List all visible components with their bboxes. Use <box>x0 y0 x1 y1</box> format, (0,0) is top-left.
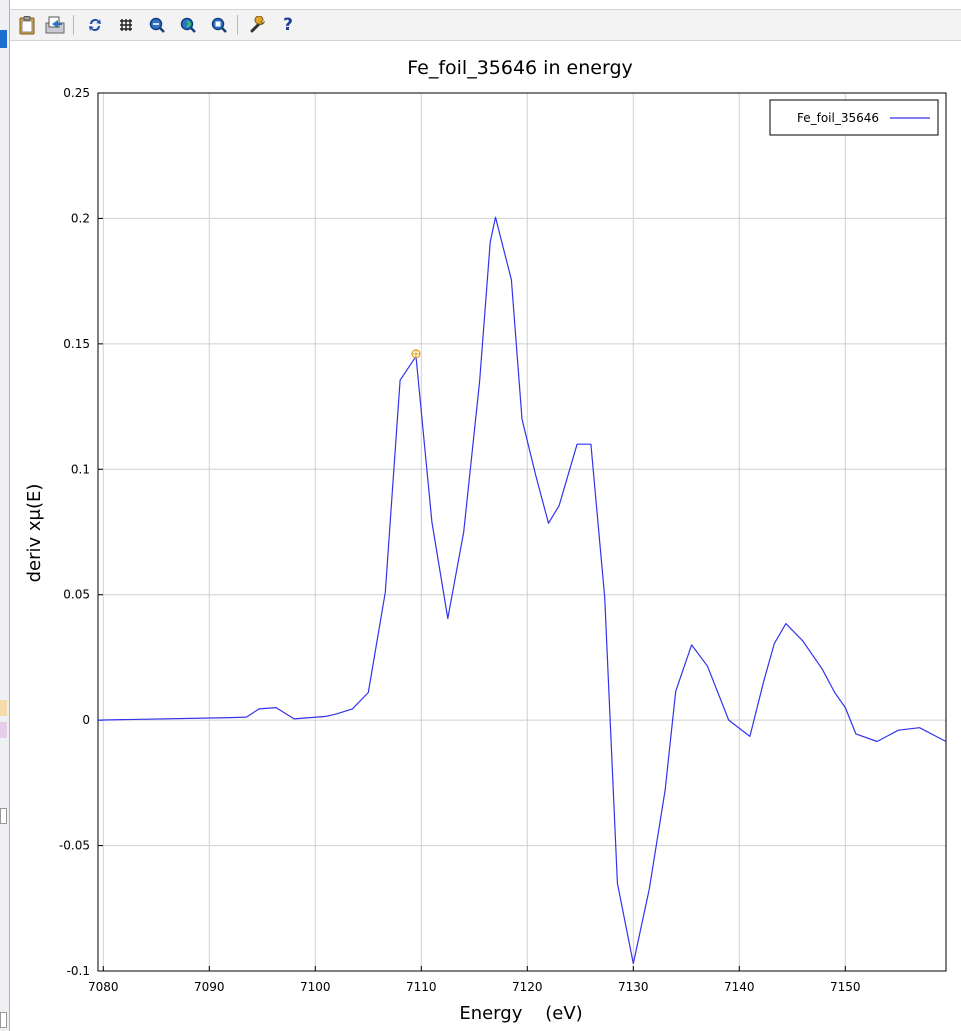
refresh-icon <box>89 19 101 32</box>
panel-dropdown-edge[interactable] <box>0 808 7 824</box>
x-tick-label: 7140 <box>724 980 755 994</box>
x-tick-label: 7100 <box>300 980 331 994</box>
zoom-reset-icon <box>211 17 227 33</box>
zoom-out-button[interactable] <box>176 13 200 37</box>
y-tick-label: 0.1 <box>71 462 90 476</box>
y-tick-label: 0.15 <box>63 337 90 351</box>
series-line-fe-foil <box>97 216 947 965</box>
plot-toolbar: ? <box>10 9 961 41</box>
zoom-out-icon <box>180 17 196 33</box>
y-tick-label: 0.2 <box>71 211 90 225</box>
x-tick-label: 7080 <box>88 980 119 994</box>
y-axis-label: deriv xμ(E) <box>24 484 45 583</box>
y-tick-label: 0 <box>82 713 90 727</box>
x-tick-label: 7150 <box>830 980 861 994</box>
side-panel-edge <box>0 0 10 1031</box>
legend: Fe_foil_35646 <box>769 99 939 136</box>
grid-layer <box>98 92 946 972</box>
grid-button[interactable] <box>114 13 138 37</box>
selected-item-marker <box>0 30 7 48</box>
x-tick-label: 7110 <box>406 980 437 994</box>
help-icon: ? <box>283 15 293 35</box>
help-button[interactable]: ? <box>276 13 300 37</box>
clipboard-icon <box>19 16 35 35</box>
clipboard-button[interactable] <box>15 13 39 37</box>
panel-field-edge[interactable] <box>0 1012 7 1028</box>
refresh-button[interactable] <box>83 13 107 37</box>
plot-area-frame <box>97 92 947 972</box>
toolbar-separator <box>73 15 74 35</box>
zoom-reset-button[interactable] <box>207 13 231 37</box>
export-icon <box>45 16 65 34</box>
ticks-layer: 7080 7090 7100 7110 7120 7130 7140 7150 -0.1 -0.0… <box>59 86 861 994</box>
x-axis-label: Energy (eV) <box>459 1003 582 1024</box>
zoom-in-button[interactable] <box>145 13 169 37</box>
y-tick-label: 0.05 <box>63 588 90 602</box>
x-tick-label: 7130 <box>618 980 649 994</box>
toolbar-separator <box>237 15 238 35</box>
y-tick-label: -0.05 <box>59 839 90 853</box>
legend-entry-label: Fe_foil_35646 <box>797 111 879 125</box>
x-tick-label: 7090 <box>194 980 225 994</box>
panel-swatch-orange <box>0 700 7 716</box>
wrench-icon <box>250 16 265 33</box>
export-button[interactable] <box>43 13 67 37</box>
y-tick-label: 0.25 <box>63 86 90 100</box>
cursor-marker[interactable] <box>411 349 421 359</box>
y-tick-label: -0.1 <box>67 964 90 978</box>
zoom-in-icon <box>149 17 165 33</box>
panel-swatch-purple <box>0 722 7 738</box>
series-layer <box>97 216 947 965</box>
x-tick-label: 7120 <box>512 980 543 994</box>
grid-icon <box>120 19 132 31</box>
chart-title: Fe_foil_35646 in energy <box>407 57 633 79</box>
settings-button[interactable] <box>246 13 270 37</box>
